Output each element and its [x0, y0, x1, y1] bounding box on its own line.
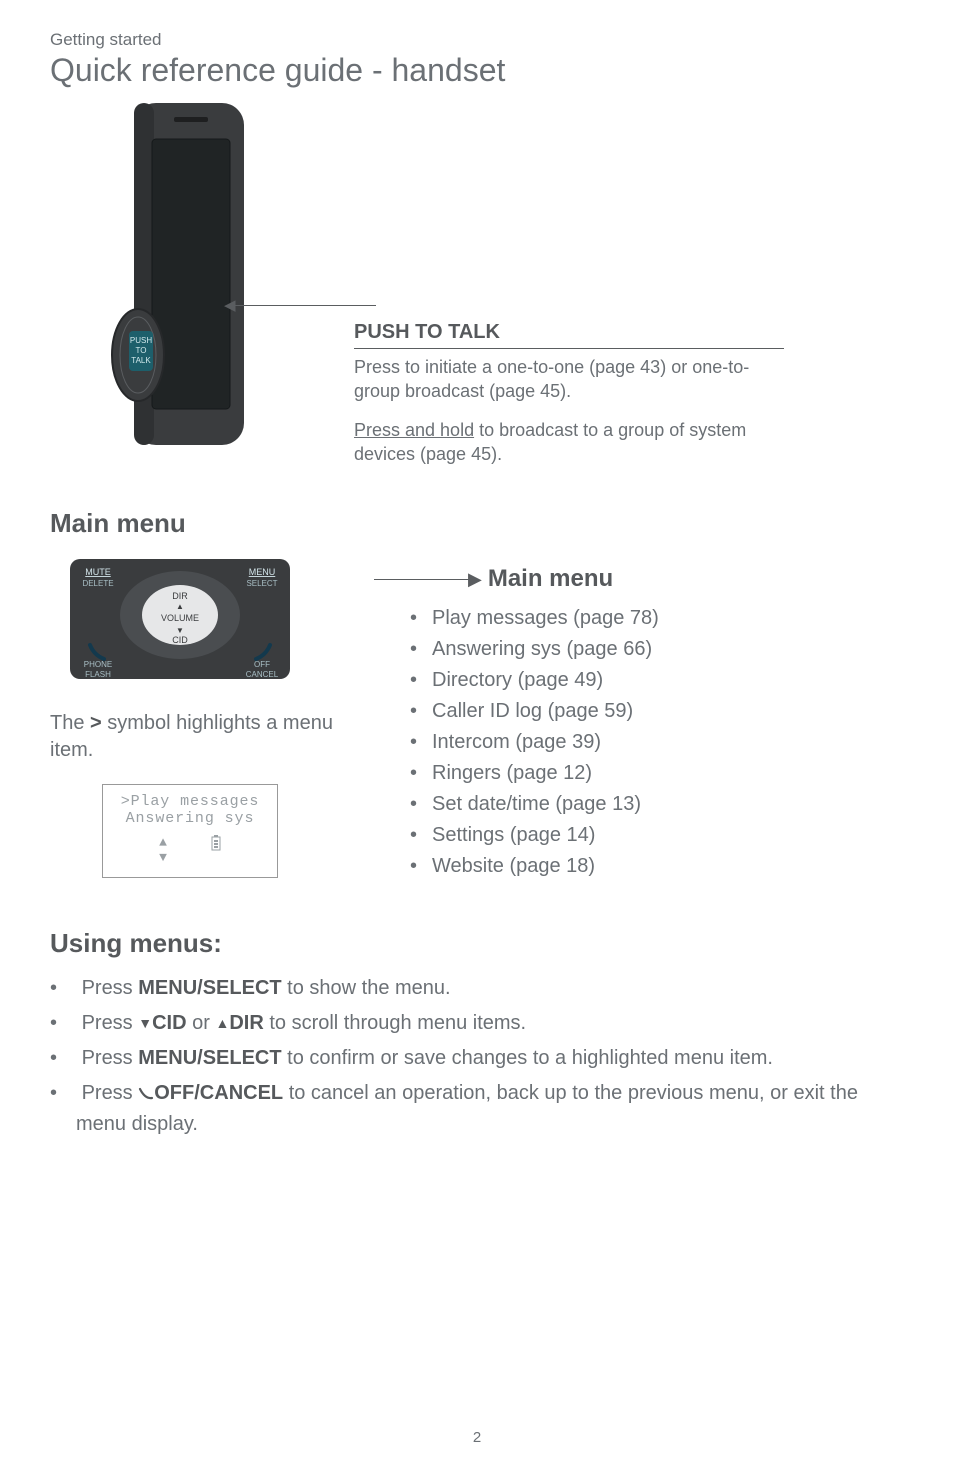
- svg-text:MENU: MENU: [249, 567, 276, 577]
- svg-text:OFF: OFF: [254, 660, 270, 669]
- ptt-heading: PUSH TO TALK: [354, 321, 784, 344]
- lcd-line-1: >Play messages: [107, 793, 273, 810]
- divider: [354, 348, 784, 349]
- list-item: Settings (page 14): [410, 820, 659, 851]
- list-item: Directory (page 49): [410, 665, 659, 696]
- list-item: Answering sys (page 66): [410, 634, 659, 665]
- page-number: 2: [0, 1429, 954, 1446]
- svg-text:MUTE: MUTE: [85, 567, 111, 577]
- up-triangle-icon: ▲: [215, 1015, 229, 1031]
- callout-line: [230, 305, 376, 306]
- svg-text:CID: CID: [172, 635, 188, 645]
- svg-text:▼: ▼: [176, 626, 184, 635]
- handset-illustration: PUSH TO TALK: [104, 95, 274, 445]
- list-item: Press MENU/SELECT to show the menu.: [50, 973, 904, 1004]
- main-menu-heading: Main menu: [50, 508, 904, 539]
- lcd-display: >Play messages Answering sys ▲▼: [102, 784, 278, 878]
- battery-icon: [211, 835, 221, 865]
- svg-text:DIR: DIR: [172, 591, 188, 601]
- using-menus-heading: Using menus:: [50, 928, 904, 959]
- updown-icon: ▲▼: [159, 835, 167, 865]
- svg-text:FLASH: FLASH: [85, 670, 111, 679]
- svg-text:CANCEL: CANCEL: [246, 670, 279, 679]
- list-item: Ringers (page 12): [410, 758, 659, 789]
- svg-text:DELETE: DELETE: [82, 579, 113, 588]
- phone-off-icon: [138, 1086, 154, 1100]
- svg-text:▲: ▲: [176, 602, 184, 611]
- symbol-explainer: The > symbol highlights a menu item.: [50, 710, 350, 764]
- svg-text:TO: TO: [136, 346, 147, 355]
- page-title: Quick reference guide - handset: [50, 52, 904, 89]
- svg-text:TALK: TALK: [131, 356, 151, 365]
- list-item: Website (page 18): [410, 851, 659, 882]
- list-item: Play messages (page 78): [410, 603, 659, 634]
- keypad-illustration: DIR ▲ VOLUME ▼ CID MUTE DELETE MENU SELE…: [70, 559, 290, 679]
- lcd-line-2: Answering sys: [107, 810, 273, 827]
- ptt-description-1: Press to initiate a one-to-one (page 43)…: [354, 355, 784, 404]
- list-item: Press ▼CID or ▲DIR to scroll through men…: [50, 1008, 904, 1039]
- section-label: Getting started: [50, 30, 904, 50]
- svg-text:SELECT: SELECT: [246, 579, 277, 588]
- main-menu-list: Play messages (page 78) Answering sys (p…: [410, 603, 659, 882]
- arrow-line: [374, 579, 470, 580]
- main-menu-subheading: Main menu: [488, 565, 613, 593]
- list-item: Press MENU/SELECT to confirm or save cha…: [50, 1043, 904, 1074]
- ptt-description-2: Press and hold to broadcast to a group o…: [354, 418, 784, 467]
- ptt-press-hold: Press and hold: [354, 420, 474, 440]
- svg-text:VOLUME: VOLUME: [161, 613, 199, 623]
- svg-text:PHONE: PHONE: [84, 660, 112, 669]
- arrow-head-icon: ▶: [468, 569, 482, 590]
- list-item: Press OFF/CANCEL to cancel an operation,…: [50, 1078, 904, 1140]
- callout-arrowhead: ◀: [224, 296, 236, 314]
- list-item: Caller ID log (page 59): [410, 696, 659, 727]
- down-triangle-icon: ▼: [138, 1015, 152, 1031]
- main-menu-callout: ▶ Main menu: [374, 565, 659, 593]
- list-item: Set date/time (page 13): [410, 789, 659, 820]
- list-item: Intercom (page 39): [410, 727, 659, 758]
- using-menus-list: Press MENU/SELECT to show the menu. Pres…: [50, 973, 904, 1140]
- svg-text:PUSH: PUSH: [130, 336, 152, 345]
